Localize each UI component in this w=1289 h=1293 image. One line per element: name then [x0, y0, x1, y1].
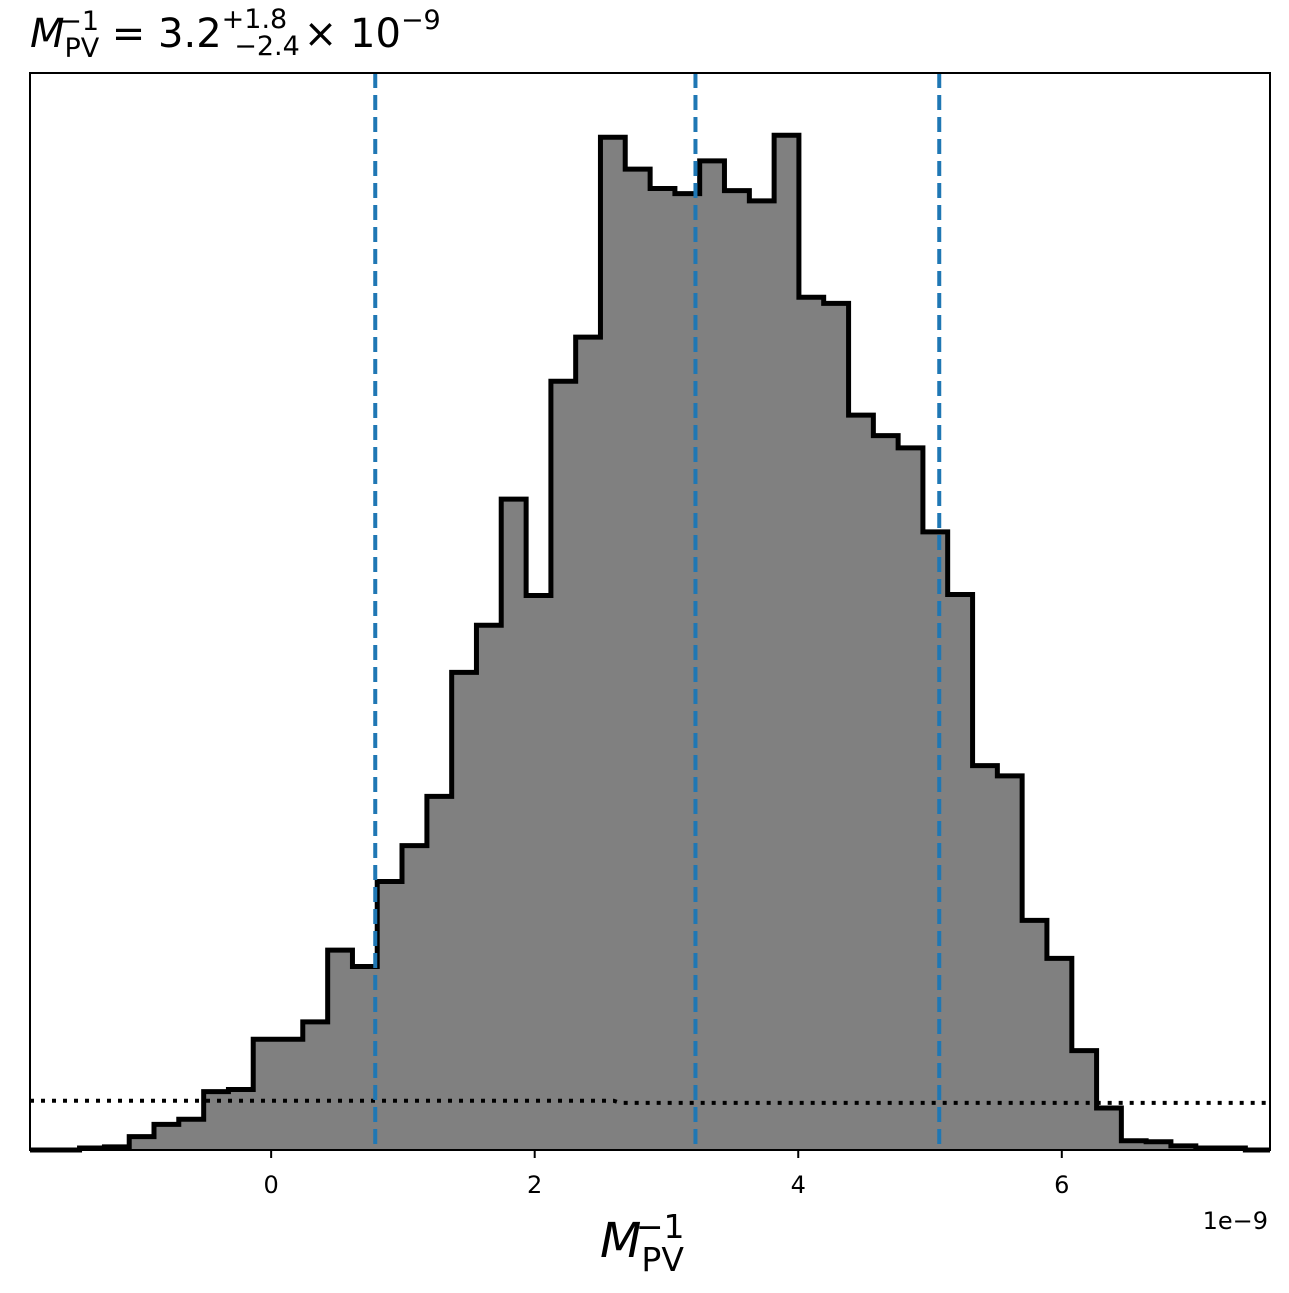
title-symbol: M — [30, 11, 65, 57]
xlabel-subscript: PV — [641, 1240, 684, 1279]
chart-title: MPV−1 = 3.2+1.8 −2.4 × 10−9 — [30, 4, 441, 64]
histogram-outline — [30, 132, 1270, 1153]
plot-area — [30, 73, 1270, 1153]
x-tick-label: 6 — [1054, 1171, 1069, 1199]
x-tick-label: 2 — [527, 1171, 542, 1199]
title-value: 3.2 — [158, 11, 222, 57]
title-scale: × 10 — [304, 11, 401, 57]
x-tick-label: 0 — [264, 1171, 279, 1199]
title-upper-error: +1.8 — [222, 4, 288, 35]
histogram-fill — [30, 135, 1270, 1150]
reference-curve — [30, 1098, 1270, 1105]
title-subscript: PV — [65, 33, 100, 64]
x-tick-label: 4 — [791, 1171, 806, 1199]
xlabel-superscript: −1 — [636, 1207, 685, 1246]
x-axis-label: MPV−1 — [600, 1207, 685, 1279]
title-superscript: −1 — [59, 6, 99, 37]
x-offset-label: 1e−9 — [1203, 1207, 1268, 1235]
title-lower-error: −2.4 — [234, 31, 300, 62]
axes-frame — [29, 72, 1271, 1151]
x-axis-ticks: 0 2 4 6 — [264, 1150, 1069, 1199]
xlabel-symbol: M — [600, 1213, 641, 1269]
title-scale-exponent: −9 — [401, 5, 441, 36]
